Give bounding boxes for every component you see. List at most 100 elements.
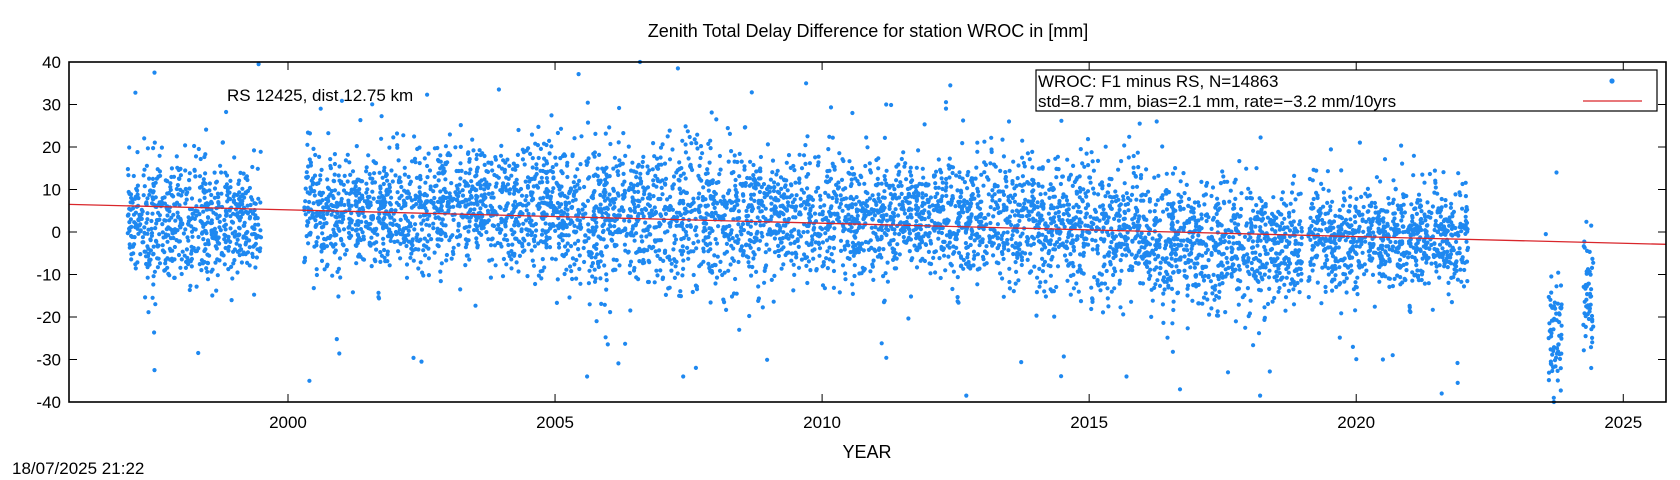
data-point <box>1130 185 1135 190</box>
data-point <box>818 204 823 210</box>
data-point <box>623 341 628 346</box>
data-point <box>682 211 687 216</box>
data-point <box>409 198 414 203</box>
data-point <box>370 176 375 181</box>
data-point <box>772 185 777 190</box>
data-point <box>1239 191 1244 196</box>
data-point <box>313 152 318 158</box>
data-point <box>758 169 763 174</box>
data-point <box>1105 190 1111 195</box>
data-point <box>1116 211 1121 216</box>
data-point <box>530 196 535 201</box>
data-point <box>305 142 310 147</box>
data-point <box>436 171 441 176</box>
data-point <box>484 230 489 235</box>
data-point <box>183 186 188 192</box>
data-point <box>803 143 808 148</box>
data-point <box>580 207 585 212</box>
data-point <box>604 244 610 249</box>
data-point <box>332 230 337 235</box>
data-point <box>818 225 823 230</box>
data-point <box>1033 218 1038 223</box>
data-point <box>475 245 480 250</box>
data-point <box>451 245 456 250</box>
data-point <box>249 232 255 237</box>
data-point <box>142 136 147 141</box>
data-point <box>466 238 471 243</box>
data-point <box>758 223 763 228</box>
data-point <box>1024 213 1030 219</box>
data-point <box>318 220 323 226</box>
data-point <box>1039 203 1044 209</box>
data-point <box>651 178 656 183</box>
data-point <box>567 189 572 194</box>
data-point <box>779 266 784 271</box>
data-point <box>603 131 608 136</box>
data-point <box>474 169 479 174</box>
data-point <box>980 240 985 245</box>
data-point <box>307 231 312 237</box>
data-point <box>968 235 974 241</box>
data-point <box>955 295 960 300</box>
data-point <box>642 260 647 265</box>
data-point <box>536 241 541 246</box>
data-point <box>947 229 952 234</box>
data-point <box>185 235 190 240</box>
data-point <box>346 198 351 203</box>
data-point <box>1065 202 1070 207</box>
data-point <box>1013 241 1019 246</box>
data-point <box>370 228 375 234</box>
data-point <box>511 191 517 196</box>
data-point <box>318 106 323 111</box>
data-point <box>1005 230 1010 235</box>
data-point <box>1149 314 1154 319</box>
data-point <box>576 238 581 243</box>
data-point <box>1059 118 1064 123</box>
data-point <box>145 231 150 236</box>
data-point <box>133 90 138 95</box>
data-point <box>1010 209 1015 214</box>
data-point <box>617 208 622 213</box>
data-point <box>402 165 407 170</box>
data-point <box>429 237 434 242</box>
data-point <box>509 257 514 262</box>
data-point <box>684 233 689 238</box>
data-point <box>654 268 659 273</box>
data-point <box>198 156 203 162</box>
data-point <box>377 219 382 224</box>
data-point <box>218 228 223 233</box>
data-point <box>525 274 530 279</box>
data-point <box>514 187 519 193</box>
data-point <box>880 195 886 200</box>
data-point <box>1064 258 1069 263</box>
data-point <box>1090 247 1095 252</box>
data-point <box>982 170 987 175</box>
data-point <box>328 192 333 197</box>
data-point <box>128 207 133 212</box>
data-point <box>631 202 637 207</box>
data-point <box>969 193 974 198</box>
data-point <box>222 217 227 223</box>
data-point <box>612 224 617 229</box>
data-point <box>688 249 694 254</box>
data-point <box>339 98 344 103</box>
data-point <box>956 300 961 305</box>
data-point <box>341 227 347 232</box>
data-point <box>150 295 155 300</box>
data-point <box>338 275 343 280</box>
data-point <box>496 87 501 92</box>
data-point <box>945 217 950 222</box>
data-point <box>1043 237 1048 242</box>
data-point <box>915 184 920 189</box>
data-point <box>1103 194 1108 199</box>
data-point <box>1120 252 1125 257</box>
data-point <box>361 257 367 262</box>
data-point <box>1057 236 1062 242</box>
data-point <box>868 269 873 274</box>
data-point <box>240 186 245 191</box>
data-point <box>370 217 375 222</box>
data-point <box>863 239 868 245</box>
data-point <box>627 270 633 276</box>
data-point <box>239 260 244 265</box>
data-point <box>830 195 835 201</box>
